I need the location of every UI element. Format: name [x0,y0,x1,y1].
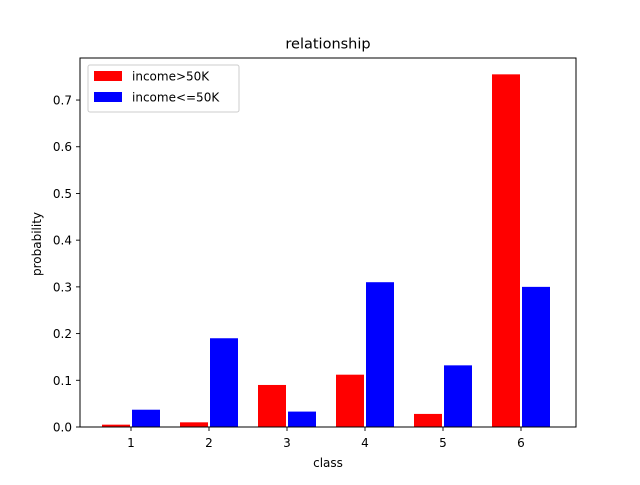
bar-series-1-class-5 [414,413,442,427]
bar-series-1-class-6 [492,74,520,428]
y-axis-label: probability [30,212,44,276]
bar-series-2-class-1 [132,409,160,427]
bar-series-1-class-1 [102,424,130,427]
x-axis-label: class [313,456,343,470]
x-tick-label: 6 [517,436,525,450]
y-tick-label: 0.4 [53,234,72,248]
x-tick-label: 1 [127,436,135,450]
y-tick-label: 0.5 [53,187,72,201]
y-tick-label: 0.0 [53,421,72,435]
legend: income>50K income<=50K [87,64,240,113]
bar-series-1-class-2 [180,422,208,427]
bar-series-2-class-6 [522,286,550,427]
bars-layer [102,74,550,428]
y-tick-label: 0.2 [53,327,72,341]
bar-series-2-class-5 [444,365,472,427]
legend-box [87,64,240,113]
legend-swatch [94,92,122,102]
x-tick-label: 3 [283,436,291,450]
bar-series-1-class-4 [336,374,364,427]
bar-series-2-class-2 [210,338,238,427]
x-tick-label: 4 [361,436,369,450]
legend-swatch [94,71,122,81]
chart-title: relationship [285,37,370,53]
legend-label: income>50K [132,70,210,84]
y-tick-label: 0.1 [53,374,72,388]
y-tick-label: 0.3 [53,280,72,294]
plot-frame [79,57,577,428]
axes-layer: 1 2 3 4 5 6 0.0 0.1 0.2 0.3 0.4 0.5 0.6 0.7 [53,57,577,450]
bar-series-1-class-3 [258,384,286,427]
x-tick-label: 5 [439,436,447,450]
y-tick-label: 0.7 [53,94,72,108]
y-tick-label: 0.6 [53,140,72,154]
legend-label: income<=50K [132,91,220,105]
bar-series-2-class-3 [288,411,316,427]
bar-series-2-class-4 [366,282,394,427]
x-tick-label: 2 [205,436,213,450]
